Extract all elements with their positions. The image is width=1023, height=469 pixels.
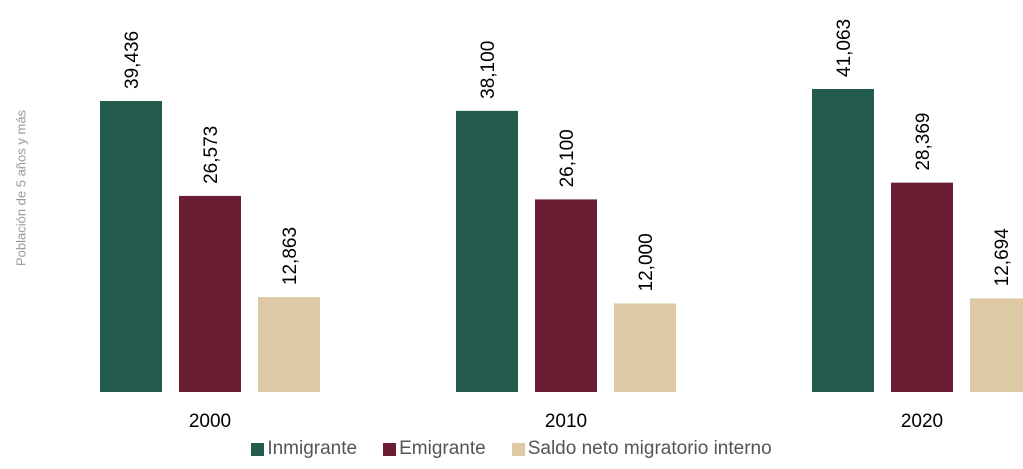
bar-inmigrante-2020 [812, 88, 874, 392]
bar-emigrante-2010 [535, 199, 597, 392]
data-label: 12,863 [280, 227, 301, 285]
bar-emigrante-2020 [891, 182, 953, 392]
bar-saldo-neto-migratorio-interno-2020 [970, 298, 1023, 392]
data-label: 26,100 [557, 129, 578, 187]
data-label: 41,063 [834, 19, 855, 77]
data-label: 26,573 [201, 126, 222, 184]
legend: Inmigrante Emigrante Saldo neto migratorio… [0, 438, 1023, 460]
data-label: 28,369 [913, 113, 934, 171]
x-tick-label: 2020 [901, 411, 943, 432]
bar-inmigrante-2000 [100, 101, 162, 392]
legend-item: Emigrante [383, 438, 486, 460]
legend-swatch [383, 442, 397, 456]
bars-group: 39,436 26,573 12,863 38,100 26,100 12,000 41,0… [100, 19, 1023, 393]
bar-saldo-neto-migratorio-interno-2010 [614, 303, 676, 392]
data-label: 12,694 [992, 228, 1013, 287]
bar-inmigrante-2010 [456, 110, 518, 393]
legend-item: Inmigrante [251, 438, 357, 460]
x-tick-label: 2010 [545, 411, 587, 432]
legend-label: Saldo neto migratorio interno [527, 438, 772, 459]
legend-item: Saldo neto migratorio interno [511, 438, 772, 460]
legend-swatch [251, 442, 265, 456]
y-axis-label: Población de 5 años y más [13, 109, 28, 266]
category-labels: 2000 2010 2020 [189, 411, 943, 432]
legend-label: Emigrante [399, 438, 486, 459]
data-label: 38,100 [478, 41, 499, 99]
legend-label: Inmigrante [267, 438, 358, 459]
data-label: 12,000 [636, 233, 657, 291]
x-tick-label: 2000 [189, 411, 231, 432]
legend-swatch [511, 442, 525, 456]
bar-saldo-neto-migratorio-interno-2000 [258, 297, 320, 392]
data-label: 39,436 [122, 31, 143, 89]
bar-emigrante-2000 [179, 195, 241, 392]
